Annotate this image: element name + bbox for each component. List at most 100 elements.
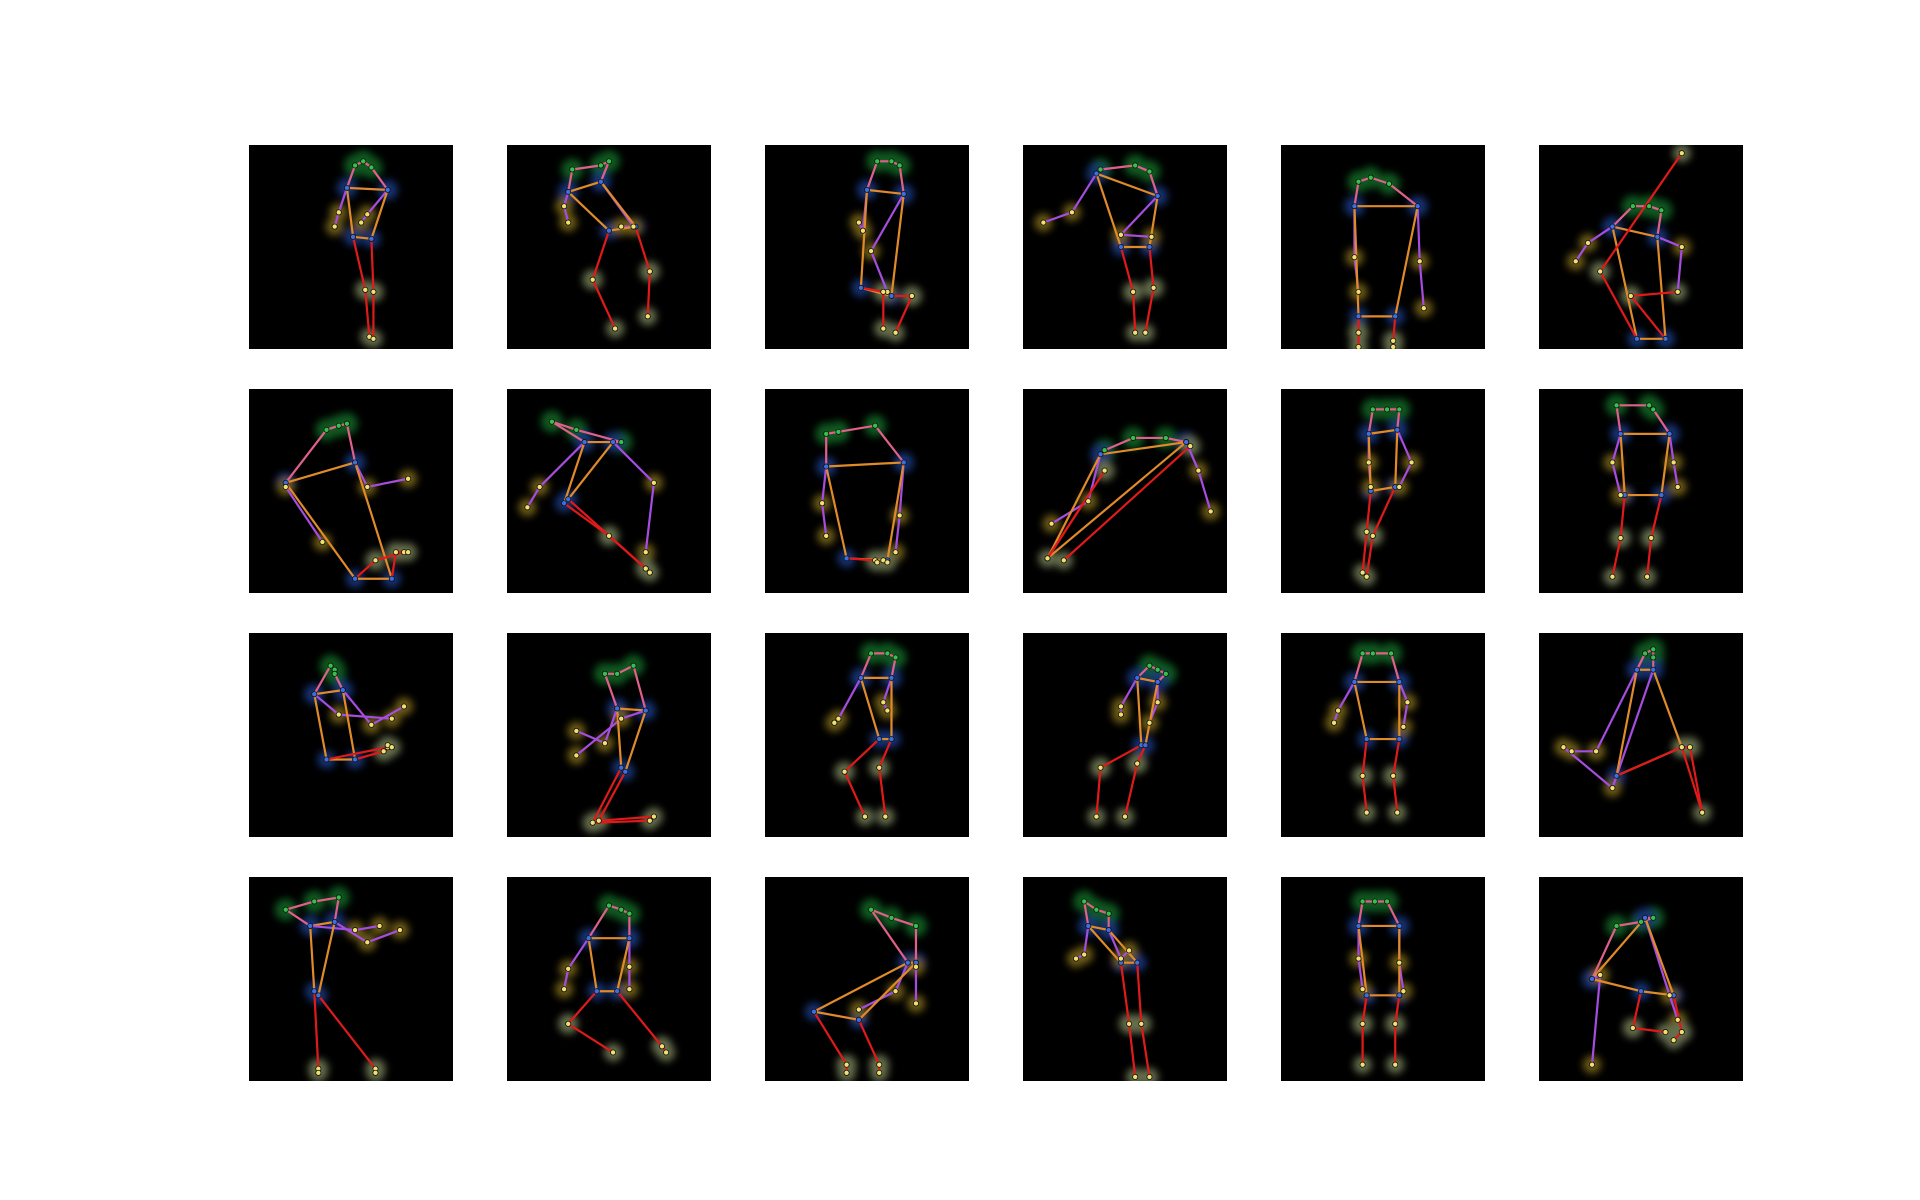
- skeleton-limb: [1136, 744, 1147, 765]
- keypoint: [368, 721, 375, 728]
- skeleton-limb: [1611, 205, 1634, 228]
- keypoint: [1154, 678, 1161, 685]
- keypoint: [360, 158, 367, 165]
- skeleton-limb: [821, 502, 828, 537]
- keypoint: [855, 1016, 862, 1023]
- skeleton-limb: [284, 481, 357, 580]
- keypoint: [1130, 434, 1137, 441]
- keypoint: [872, 422, 879, 429]
- pose-skeleton: [1603, 394, 1687, 586]
- skeleton-limb: [646, 270, 651, 318]
- skeleton-limb: [1046, 453, 1102, 560]
- keypoint: [601, 670, 608, 677]
- skeleton-keypoints: [810, 906, 919, 1076]
- keypoint: [1666, 430, 1673, 437]
- skeleton-limb: [591, 819, 651, 824]
- skeleton-limb: [1599, 270, 1639, 340]
- pose-panel: [1281, 389, 1485, 593]
- skeleton-limb: [1611, 668, 1655, 790]
- skeleton-limb: [812, 1010, 848, 1066]
- pose-skeleton: [567, 654, 663, 833]
- skeleton-limb: [374, 551, 406, 562]
- keypoint: [626, 910, 633, 917]
- heatmap-blobs: [555, 894, 676, 1062]
- keypoint: [874, 559, 881, 566]
- pose-panel: [765, 633, 969, 837]
- keypoint: [1355, 922, 1362, 929]
- keypoint: [1644, 573, 1651, 580]
- keypoint: [1132, 162, 1139, 169]
- skeleton-limb: [1123, 762, 1139, 818]
- keypoint: [1081, 951, 1088, 958]
- skeleton-limb: [634, 225, 651, 273]
- keypoint: [585, 935, 592, 942]
- skeleton-limb: [353, 559, 377, 580]
- pose-skeleton: [1582, 906, 1692, 1074]
- skeleton-limb: [1388, 182, 1419, 208]
- skeleton-limb: [313, 664, 332, 696]
- skeleton-limb: [1357, 924, 1368, 997]
- keypoint: [352, 459, 359, 466]
- pose-skeleton: [1344, 166, 1433, 349]
- keypoint: [319, 538, 326, 545]
- keypoint: [1394, 809, 1401, 816]
- skeleton-limb: [1680, 746, 1704, 814]
- keypoint: [1081, 898, 1088, 905]
- keypoint: [1390, 337, 1397, 344]
- skeleton-limb: [890, 192, 905, 298]
- keypoint: [642, 707, 649, 714]
- keypoint: [618, 439, 625, 446]
- skeleton-limb: [1132, 290, 1137, 334]
- skeleton-limb: [587, 904, 611, 940]
- keypoint: [606, 227, 613, 234]
- heatmap-blobs: [1325, 642, 1417, 822]
- skeleton-limb: [317, 994, 377, 1070]
- keypoint: [282, 483, 289, 490]
- skeleton-limb: [624, 709, 647, 773]
- skeleton-limb: [1046, 440, 1188, 560]
- skeleton-limb: [1652, 408, 1671, 435]
- keypoint: [1613, 772, 1620, 779]
- keypoint: [630, 662, 637, 669]
- skeleton-keypoints: [1609, 402, 1681, 580]
- keypoint: [1638, 918, 1645, 925]
- skeleton-limb: [370, 237, 375, 293]
- skeleton-limb: [1369, 485, 1397, 493]
- keypoint: [1369, 532, 1376, 539]
- keypoint: [1162, 670, 1169, 677]
- keypoint: [1678, 744, 1685, 751]
- skeleton-limb: [821, 465, 828, 505]
- skeleton-limbs: [284, 896, 402, 1074]
- keypoint: [912, 922, 919, 929]
- keypoint: [819, 500, 826, 507]
- keypoint: [1589, 976, 1596, 983]
- skeleton-limb: [1099, 744, 1143, 769]
- keypoint: [855, 219, 862, 226]
- keypoint: [311, 988, 318, 995]
- keypoint: [1105, 927, 1112, 934]
- keypoint: [642, 565, 649, 572]
- keypoint: [1670, 1037, 1677, 1044]
- keypoint: [1662, 335, 1669, 342]
- skeleton-limbs: [812, 908, 918, 1074]
- skeleton-keypoints: [1589, 914, 1685, 1068]
- keypoint: [1117, 244, 1124, 251]
- keypoint: [1093, 813, 1100, 820]
- keypoint: [630, 223, 637, 230]
- keypoint: [1654, 233, 1661, 240]
- keypoint: [1097, 764, 1104, 771]
- skeleton-limb: [1396, 408, 1401, 431]
- keypoint: [888, 158, 895, 165]
- pose-panel: [507, 145, 711, 349]
- pose-panel: [249, 145, 453, 349]
- skeleton-limb: [333, 672, 344, 692]
- skeleton-limb: [366, 477, 410, 489]
- pose-skeleton: [304, 654, 414, 769]
- keypoint: [1117, 703, 1124, 710]
- skeleton-limb: [1119, 676, 1139, 708]
- pose-panel: [1539, 633, 1743, 837]
- keypoint: [642, 549, 649, 556]
- keypoint: [1390, 772, 1397, 779]
- keypoint: [896, 162, 903, 169]
- skeleton-limb: [1144, 680, 1159, 747]
